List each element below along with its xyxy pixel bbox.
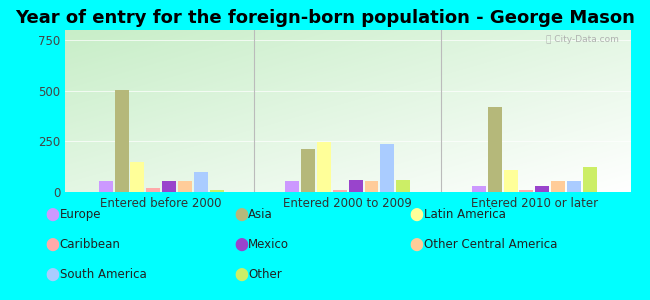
Bar bbox=[583, 167, 597, 192]
Bar bbox=[114, 90, 129, 192]
Bar bbox=[551, 181, 565, 192]
Bar bbox=[162, 181, 176, 192]
Bar bbox=[285, 181, 299, 192]
Text: Latin America: Latin America bbox=[424, 208, 506, 221]
Text: Europe: Europe bbox=[60, 208, 101, 221]
Bar bbox=[178, 181, 192, 192]
Text: ⬤: ⬤ bbox=[46, 238, 60, 251]
Bar bbox=[519, 190, 534, 192]
Bar bbox=[504, 170, 517, 192]
Text: ⬤: ⬤ bbox=[410, 208, 424, 221]
Text: ⬤: ⬤ bbox=[410, 238, 424, 251]
Text: ⬤: ⬤ bbox=[234, 208, 248, 221]
Text: Asia: Asia bbox=[248, 208, 273, 221]
Bar bbox=[380, 144, 395, 192]
Bar bbox=[99, 181, 112, 192]
Bar bbox=[333, 190, 347, 192]
Bar bbox=[472, 186, 486, 192]
Text: Mexico: Mexico bbox=[248, 238, 289, 251]
Text: Year of entry for the foreign-born population - George Mason: Year of entry for the foreign-born popul… bbox=[15, 9, 635, 27]
Text: ⬤: ⬤ bbox=[46, 208, 60, 221]
Text: ⬤: ⬤ bbox=[46, 268, 60, 281]
Text: Other Central America: Other Central America bbox=[424, 238, 557, 251]
Bar bbox=[396, 180, 410, 192]
Bar bbox=[536, 186, 549, 192]
Bar bbox=[146, 188, 160, 192]
Bar bbox=[567, 181, 581, 192]
Text: Other: Other bbox=[248, 268, 282, 281]
Bar bbox=[348, 180, 363, 192]
Text: ⓘ City-Data.com: ⓘ City-Data.com bbox=[546, 35, 619, 44]
Text: ⬤: ⬤ bbox=[234, 238, 248, 251]
Bar bbox=[301, 149, 315, 192]
Text: South America: South America bbox=[60, 268, 146, 281]
Bar bbox=[194, 172, 208, 192]
Text: ⬤: ⬤ bbox=[234, 268, 248, 281]
Bar bbox=[488, 107, 502, 192]
Bar bbox=[131, 162, 144, 192]
Bar bbox=[317, 142, 331, 192]
Bar bbox=[209, 190, 224, 192]
Text: Caribbean: Caribbean bbox=[60, 238, 121, 251]
Bar bbox=[365, 181, 378, 192]
